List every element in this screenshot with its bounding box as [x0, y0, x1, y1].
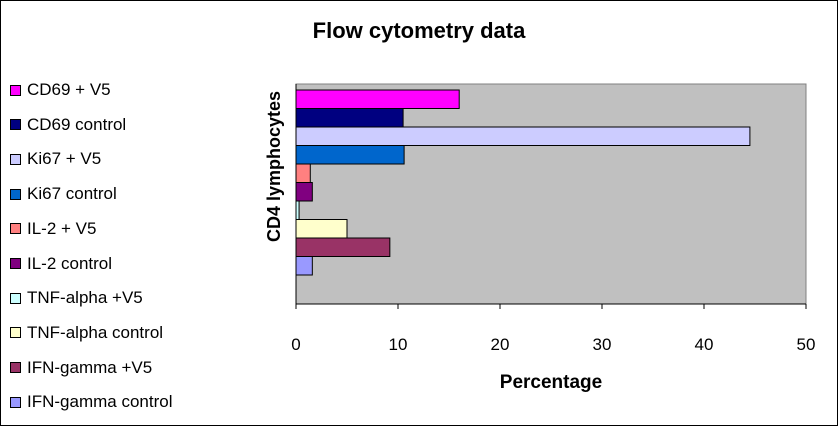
- bar: [295, 126, 751, 146]
- x-tick-label: 10: [389, 335, 408, 354]
- bar: [295, 89, 460, 109]
- bar: [295, 108, 404, 128]
- legend-swatch: [10, 258, 21, 269]
- x-tick-label: 50: [797, 335, 816, 354]
- bar: [295, 163, 311, 183]
- bar: [295, 256, 313, 276]
- legend-swatch: [10, 188, 21, 200]
- x-axis-label: Percentage: [499, 372, 603, 393]
- legend-label: CD69 + V5: [27, 80, 111, 99]
- legend-item: CD69 control: [10, 108, 126, 142]
- legend-swatch: [10, 327, 21, 339]
- legend-label: IFN-gamma +V5: [27, 357, 153, 377]
- x-tick-label: 30: [593, 335, 612, 354]
- legend-item: IL-2 control: [10, 247, 112, 281]
- legend-swatch: [10, 119, 21, 131]
- legend-item: Ki67 + V5: [10, 142, 101, 176]
- chart-title: Flow cytometry data: [312, 18, 526, 43]
- legend-swatch: [10, 223, 21, 235]
- legend-label: Ki67 + V5: [27, 149, 102, 169]
- legend-swatch: [10, 292, 21, 304]
- legend-item: Ki67 control: [10, 177, 117, 211]
- bar: [295, 219, 348, 239]
- legend-item: IL-2 + V5: [10, 212, 96, 246]
- legend-swatch: [10, 84, 21, 96]
- legend-label: TNF-alpha control: [27, 322, 164, 342]
- legend-label: IL-2 + V5: [27, 218, 97, 238]
- legend-swatch: [10, 153, 21, 165]
- legend-label: IL-2 control: [27, 253, 113, 273]
- legend-item: CD69 + V5: [10, 73, 111, 107]
- legend-label: IFN-gamma control: [27, 392, 173, 412]
- x-tick-label: 0: [291, 335, 300, 354]
- x-tick-label: 40: [695, 335, 714, 354]
- bar: [295, 182, 313, 202]
- bar: [295, 145, 405, 165]
- legend-label: Ki67 control: [27, 184, 117, 204]
- legend-label: TNF-alpha +V5: [27, 288, 143, 308]
- legend-label: CD69 control: [27, 114, 127, 134]
- bar: [295, 237, 391, 257]
- legend-item: IFN-gamma control: [10, 385, 172, 419]
- x-tick-label: 20: [491, 335, 510, 354]
- legend-item: TNF-alpha control: [10, 316, 163, 350]
- legend-swatch: [10, 396, 21, 408]
- legend-item: IFN-gamma +V5: [10, 351, 152, 385]
- legend-swatch: [10, 362, 21, 374]
- legend-item: TNF-alpha +V5: [10, 281, 143, 315]
